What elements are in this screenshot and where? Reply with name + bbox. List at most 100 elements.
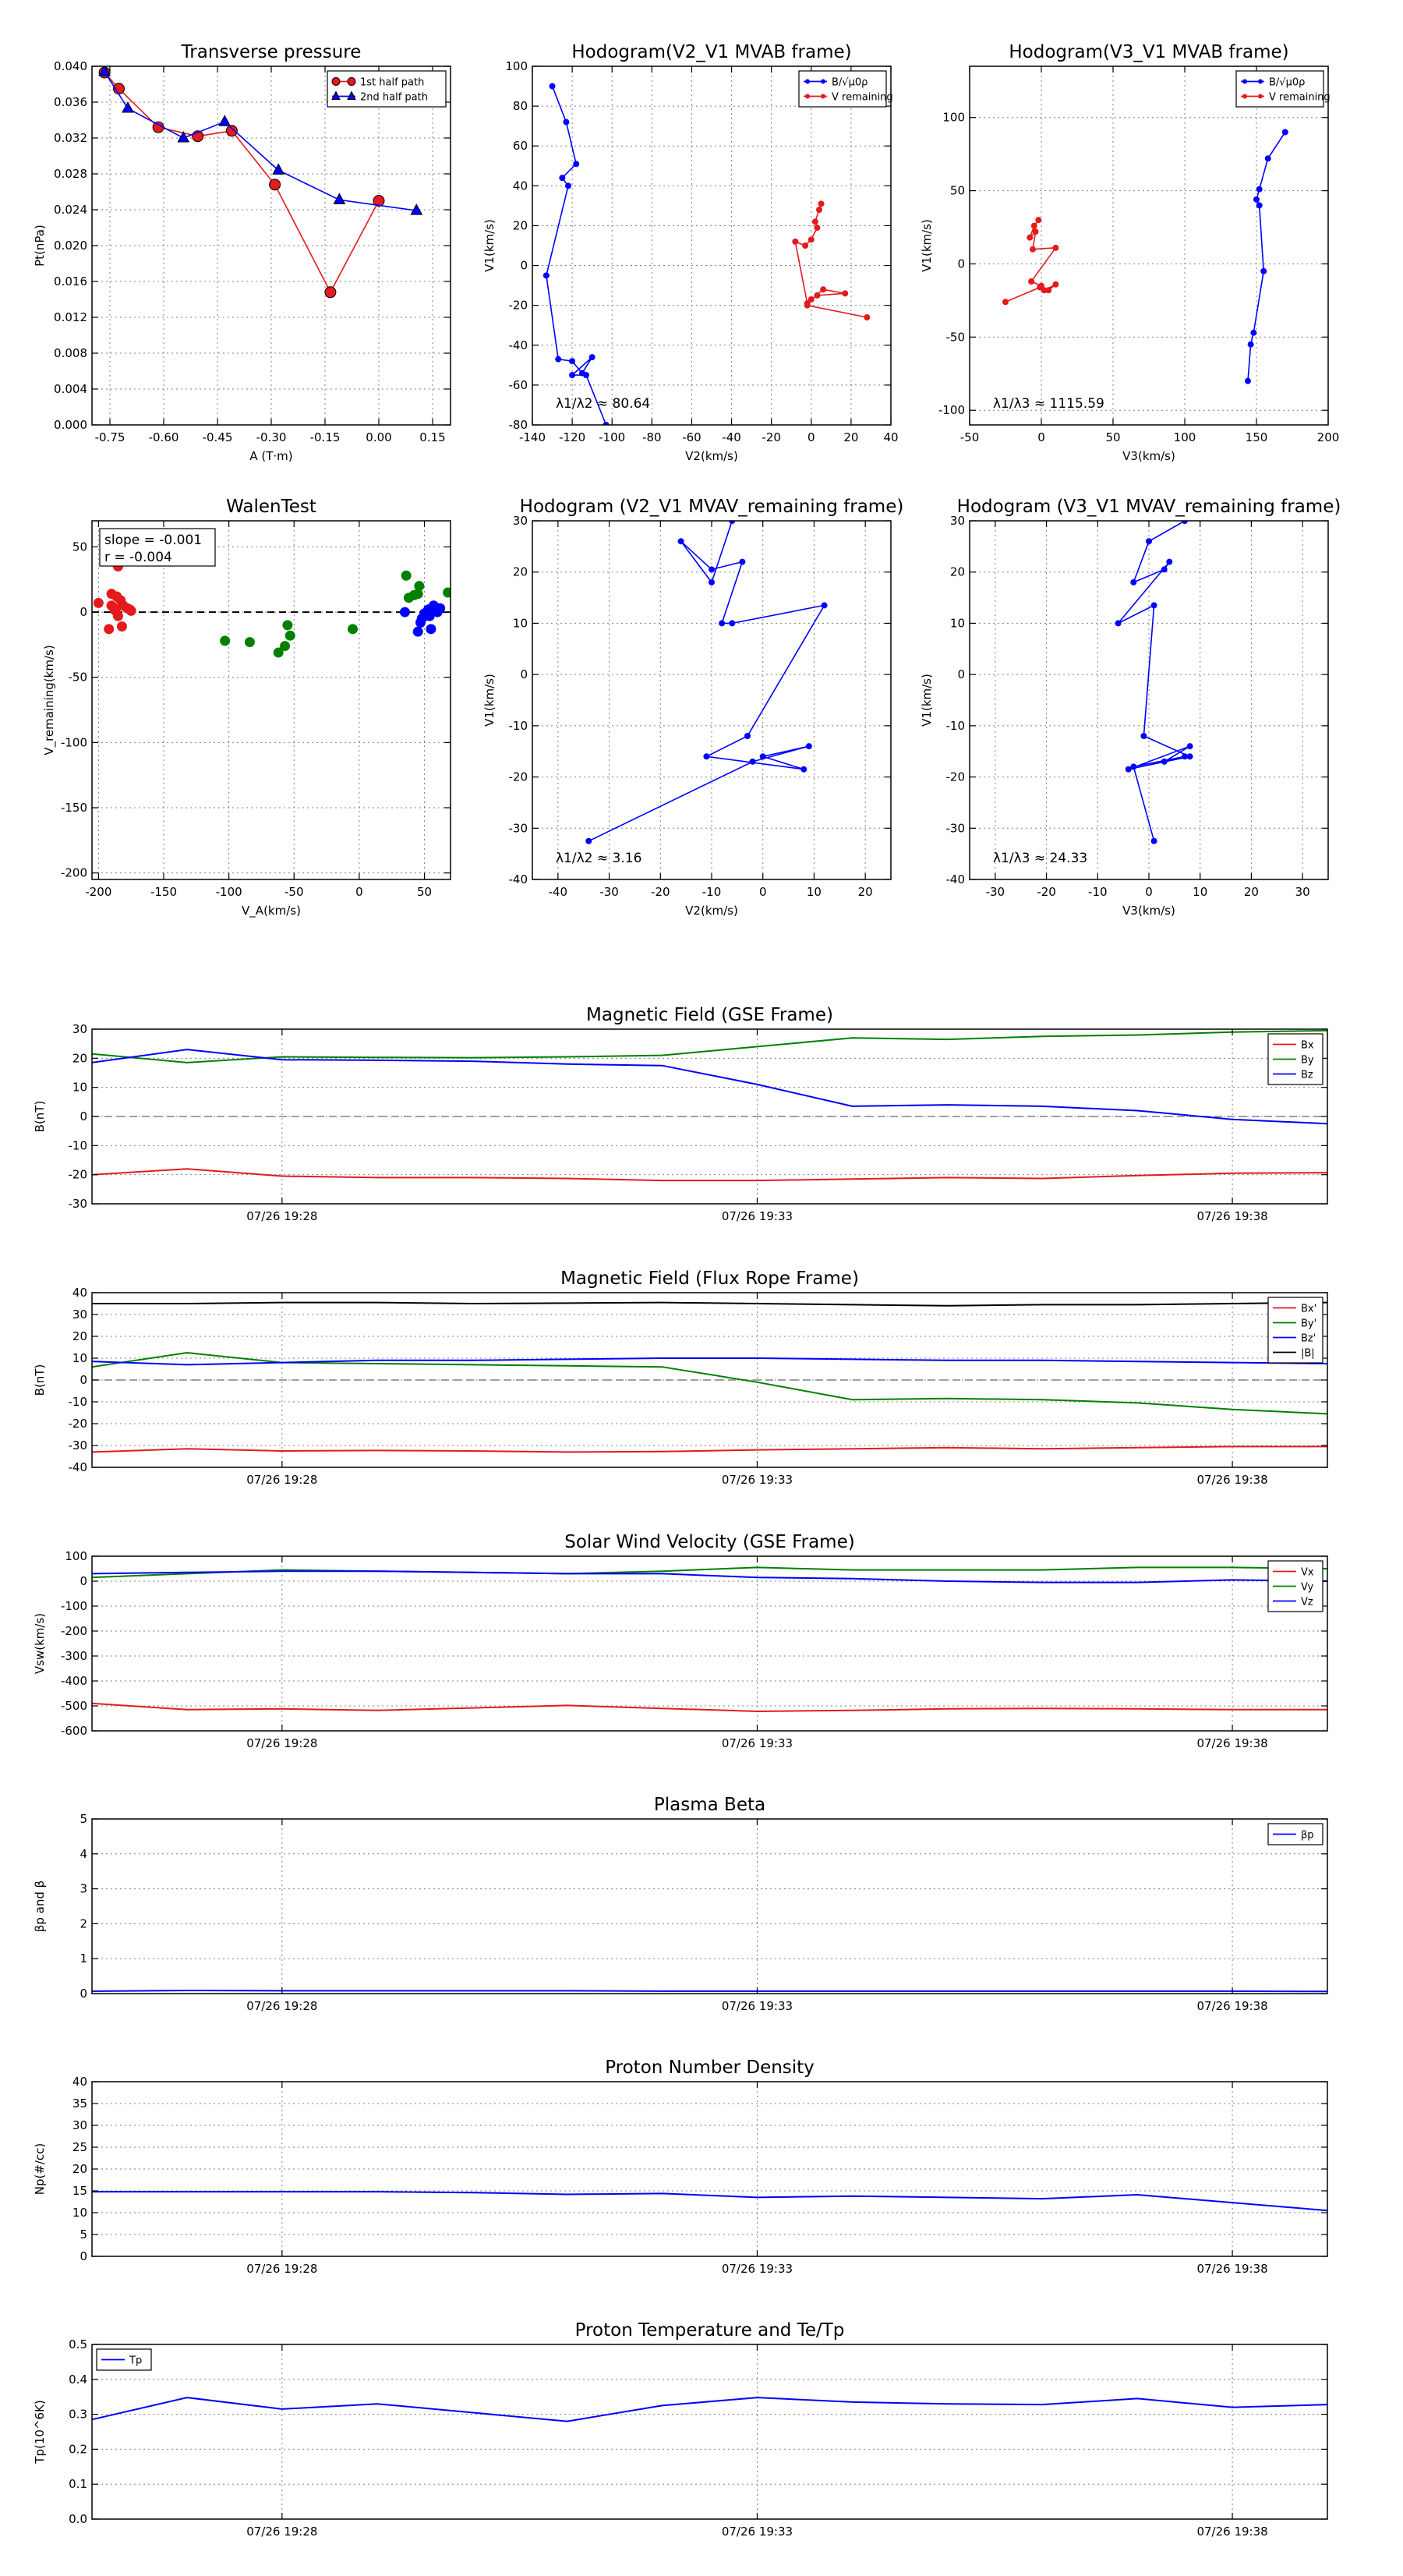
x-tick-label: 0.00 (366, 430, 391, 444)
data-point (122, 101, 134, 113)
x-tick-label: -50 (960, 430, 980, 444)
y-tick-label: 20 (72, 1329, 87, 1343)
plot-area (98, 66, 423, 299)
ticks: 07/26 19:28 07/26 19:33 07/26 19:38 0 5 10 15 2… (72, 2075, 1327, 2276)
x-tick-label: 150 (1246, 430, 1268, 444)
series--b- (92, 1301, 1327, 1307)
series--p (92, 1989, 1327, 1993)
series-line (92, 1989, 1327, 1993)
y-axis-label: V1(km/s) (482, 219, 497, 272)
legend-label: Vy (1301, 1582, 1314, 1594)
chart-title: Magnetic Field (GSE Frame) (586, 1005, 833, 1025)
legend-marker (821, 79, 825, 84)
y-tick-label: 0.020 (54, 239, 87, 253)
data-point (1186, 753, 1193, 760)
chart-title: Hodogram (V3_V1 MVAV_remaining frame) (957, 497, 1341, 517)
series-v-remaining (792, 200, 871, 320)
data-point (719, 620, 726, 627)
y-tick-label: 0 (957, 257, 965, 271)
y-tick-label: 0.0 (69, 2512, 87, 2526)
y-tick-label: 40 (72, 2075, 87, 2089)
y-axis-label: Tp(10^6K) (33, 2400, 47, 2464)
plot-area (542, 83, 871, 425)
ticks: -40 -30 -20 -10 0 10 20 -40 -30 -20 -10 0 10 20 30 (509, 514, 891, 899)
data-point (280, 641, 291, 652)
chart-title: Plasma Beta (654, 1795, 765, 1815)
data-point (816, 207, 822, 213)
legend-label: Bz' (1301, 1333, 1316, 1345)
x-tick-label: -40 (549, 885, 568, 899)
plot-area (1002, 129, 1288, 384)
series-line (92, 1570, 1327, 1583)
eigen-ratio-annotation: λ1/λ3 ≈ 1115.59 (993, 396, 1104, 412)
x-tick-label: -140 (519, 430, 546, 444)
y-tick-label: -20 (509, 299, 528, 313)
data-point (177, 130, 190, 143)
y-tick-label: -20 (69, 1168, 88, 1182)
legend-label: V remaining (1269, 92, 1331, 104)
data-point (1029, 246, 1036, 253)
ticks: -30 -20 -10 0 10 20 30 -40 -30 -20 -10 0 10 20 30 (946, 514, 1328, 899)
x-tick-label: 07/26 19:28 (246, 1473, 317, 1487)
data-point (814, 292, 821, 299)
y-tick-label: 0.036 (54, 95, 87, 109)
y-tick-label: 0.024 (54, 203, 87, 217)
chart-title: Hodogram(V3_V1 MVAB frame) (1009, 42, 1288, 62)
y-tick-label: 0.004 (54, 382, 87, 396)
y-tick-label: 20 (72, 2162, 87, 2176)
x-tick-label: -50 (284, 885, 304, 899)
legend-label: βp (1301, 1830, 1314, 1842)
x-tick-label: 10 (1193, 885, 1207, 899)
y-tick-label: 10 (72, 1081, 87, 1095)
data-point (1125, 766, 1132, 773)
plot-area (1115, 521, 1193, 844)
x-tick-label: -100 (599, 430, 625, 444)
plot-area (92, 1301, 1327, 1453)
y-tick-label: 0.4 (69, 2373, 87, 2387)
y-tick-label: -60 (509, 378, 528, 392)
data-point (583, 372, 589, 379)
x-tick-label: -0.60 (149, 430, 179, 444)
y-tick-label: 0.040 (54, 59, 87, 73)
legend-label: By' (1301, 1318, 1316, 1330)
plot-frame (91, 1555, 1328, 1732)
y-tick-label: 0 (80, 2249, 87, 2263)
y-tick-label: -30 (509, 821, 528, 835)
legend: 1st half path 2nd half path (327, 70, 447, 108)
x-tick-label: 0 (355, 885, 363, 899)
chart-title: Hodogram(V2_V1 MVAB frame) (571, 42, 851, 62)
legend-marker (805, 79, 810, 84)
data-point (677, 538, 684, 545)
data-point (443, 587, 451, 598)
legend-marker (347, 77, 356, 86)
x-tick-label: 07/26 19:38 (1196, 1736, 1267, 1750)
data-point (401, 570, 412, 581)
data-point (1182, 521, 1188, 524)
y-tick-label: 10 (950, 616, 965, 630)
data-point (1030, 222, 1037, 229)
data-point (818, 200, 825, 207)
y-tick-label: -80 (509, 418, 528, 432)
data-point (559, 175, 566, 182)
x-tick-label: -30 (599, 885, 619, 899)
series-bz (92, 1049, 1327, 1125)
data-point (244, 637, 255, 648)
x-tick-label: -30 (986, 885, 1005, 899)
legend-marker (347, 90, 356, 100)
data-point (1281, 129, 1288, 136)
y-tick-label: -30 (946, 821, 966, 835)
data-point (808, 296, 815, 303)
series-bx- (92, 1445, 1327, 1453)
legend-marker (821, 94, 825, 99)
y-tick-label: -40 (509, 872, 528, 886)
data-point (1045, 287, 1052, 294)
legend-marker (1258, 94, 1263, 99)
x-axis-label: V3(km/s) (1122, 904, 1175, 918)
data-point (1264, 155, 1271, 162)
x-tick-label: 50 (1105, 430, 1120, 444)
y-tick-label: 25 (72, 2140, 87, 2154)
data-point (703, 753, 710, 760)
series-red (93, 561, 136, 635)
data-point (1182, 753, 1188, 760)
data-point (218, 115, 231, 126)
